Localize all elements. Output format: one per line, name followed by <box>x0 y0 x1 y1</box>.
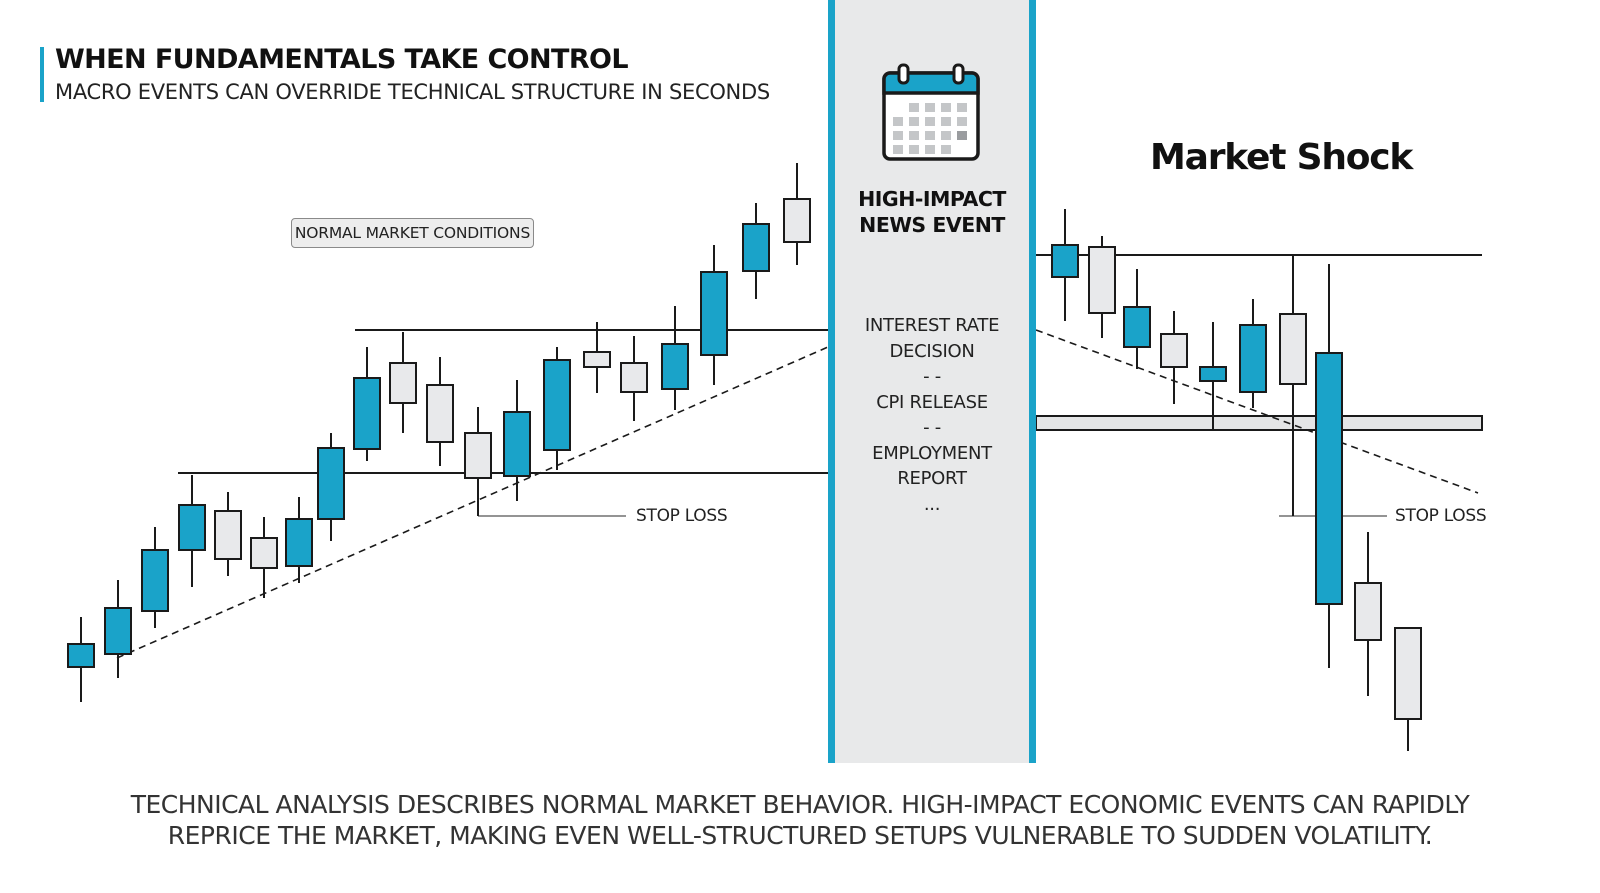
candle-body <box>67 643 95 668</box>
candle-body <box>1239 324 1267 393</box>
bullish-candle <box>317 433 345 541</box>
bearish-candle <box>426 357 454 466</box>
bullish-candle <box>503 380 531 501</box>
candle-body <box>742 223 770 272</box>
support-zone-right <box>1035 415 1483 431</box>
normal-conditions-tag: NORMAL MARKET CONDITIONS <box>291 218 534 248</box>
event-item: EMPLOYMENT <box>872 442 992 464</box>
bullish-candle <box>1123 269 1151 369</box>
footer-caption: TECHNICAL ANALYSIS DESCRIBES NORMAL MARK… <box>0 789 1600 851</box>
candle-body <box>583 351 611 368</box>
news-event-list: INTEREST RATE DECISION - - CPI RELEASE -… <box>828 313 1036 517</box>
bullish-candle <box>543 347 571 470</box>
bearish-candle <box>214 492 242 576</box>
bearish-candle <box>1088 236 1116 338</box>
candle-body <box>1354 582 1382 641</box>
page-subtitle: MACRO EVENTS CAN OVERRIDE TECHNICAL STRU… <box>55 80 770 104</box>
bearish-candle <box>1279 255 1307 516</box>
footer-line2: REPRICE THE MARKET, MAKING EVEN WELL-STR… <box>167 821 1433 850</box>
event-ellipsis: ... <box>923 493 941 515</box>
bullish-candle <box>1239 299 1267 408</box>
bullish-candle <box>178 475 206 587</box>
bullish-candle <box>285 497 313 583</box>
candle-body <box>104 607 132 655</box>
candle-body <box>389 362 417 404</box>
bullish-candle <box>742 203 770 299</box>
bullish-candle <box>1315 264 1343 668</box>
bearish-candle <box>250 517 278 598</box>
bearish-candle <box>389 332 417 433</box>
calendar-icon <box>882 63 980 161</box>
candle-body <box>353 377 381 450</box>
candle-body <box>1051 244 1079 278</box>
bullish-candle <box>104 580 132 678</box>
bearish-candle <box>783 163 811 265</box>
candle-body <box>285 518 313 567</box>
bearish-candle <box>583 322 611 393</box>
candle-body <box>250 537 278 569</box>
event-separator: - - <box>923 366 941 387</box>
bearish-candle <box>620 336 648 421</box>
bullish-candle <box>700 245 728 385</box>
candle-body <box>1394 627 1422 720</box>
bearish-candle <box>464 407 492 516</box>
title-accent-bar <box>40 47 44 102</box>
news-event-heading-line2: NEWS EVENT <box>859 213 1005 237</box>
candle-body <box>1088 246 1116 314</box>
event-item: DECISION <box>889 340 975 362</box>
footer-line1: TECHNICAL ANALYSIS DESCRIBES NORMAL MARK… <box>130 790 1470 819</box>
market-shock-title: Market Shock <box>1150 137 1413 178</box>
news-event-heading: HIGH-IMPACT NEWS EVENT <box>828 186 1036 238</box>
bearish-candle <box>1354 532 1382 696</box>
candle-body <box>1315 352 1343 605</box>
bullish-candle <box>1199 322 1227 430</box>
candle-body <box>783 198 811 243</box>
candle-body <box>661 343 689 390</box>
candle-body <box>178 504 206 551</box>
candle-body <box>1279 313 1307 385</box>
left-structure-lines <box>116 329 829 659</box>
candle-body <box>141 549 169 612</box>
bullish-candle <box>67 617 95 702</box>
uptrend-line <box>116 346 829 659</box>
bullish-candle <box>141 527 169 628</box>
candle-body <box>503 411 531 477</box>
bearish-candle <box>1394 627 1422 751</box>
candle-body <box>1123 306 1151 348</box>
event-separator: - - <box>923 417 941 438</box>
candle-body <box>464 432 492 479</box>
event-item: CPI RELEASE <box>876 391 988 413</box>
bullish-candle <box>661 306 689 410</box>
candle-body <box>620 362 648 393</box>
candle-body <box>700 271 728 356</box>
candle-body <box>317 447 345 520</box>
candle-body <box>543 359 571 451</box>
stop-loss-label-right: STOP LOSS <box>1395 506 1487 526</box>
stop-loss-label-left: STOP LOSS <box>636 506 728 526</box>
bullish-candle <box>1051 209 1079 321</box>
event-item: INTEREST RATE <box>864 315 1000 336</box>
bullish-candle <box>353 347 381 461</box>
downtrend-line <box>1035 329 1479 494</box>
candles <box>67 163 1422 751</box>
event-item: REPORT <box>897 468 967 489</box>
bearish-candle <box>1160 311 1188 404</box>
candle-body <box>426 384 454 443</box>
candle-body <box>1160 333 1188 368</box>
candle-body <box>214 510 242 560</box>
candle-body <box>1199 366 1227 382</box>
news-event-heading-line1: HIGH-IMPACT <box>858 187 1006 211</box>
page-title: WHEN FUNDAMENTALS TAKE CONTROL <box>55 44 629 75</box>
